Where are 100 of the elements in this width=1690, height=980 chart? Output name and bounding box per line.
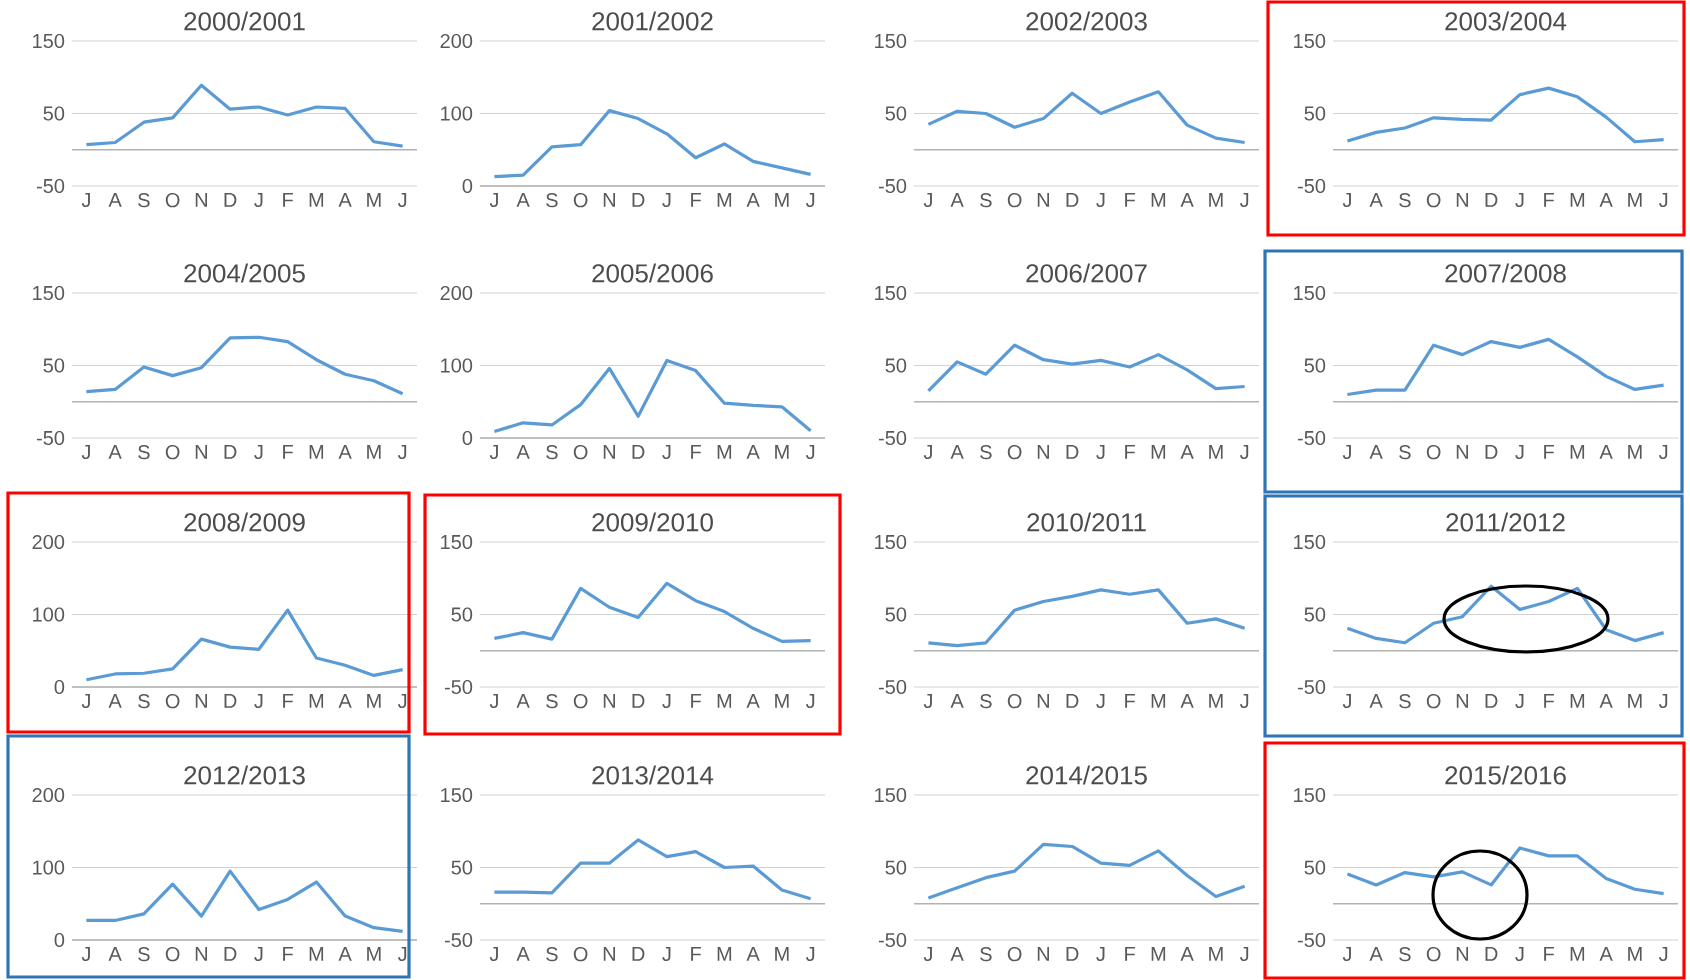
chart-title: 2000/2001 [184, 11, 305, 31]
y-tick-label: -50 [36, 178, 65, 194]
y-tick-label: 50 [43, 358, 65, 373]
y-tick-label: -50 [878, 932, 907, 948]
y-tick-label: 100 [441, 106, 473, 121]
x-tick-label: A [516, 947, 530, 961]
x-tick-label: J [662, 694, 671, 709]
y-tick-label: 50 [1304, 607, 1326, 622]
y-tick-label: 0 [462, 178, 473, 194]
x-tick-label: J [1658, 193, 1668, 208]
x-tick-label: J [923, 445, 932, 460]
line-series [926, 588, 1247, 648]
x-tick-label: N [1456, 193, 1468, 207]
x-tick-label: J [805, 947, 815, 962]
y-tick-label: 200 [32, 787, 65, 803]
x-tick-label: O [1007, 947, 1022, 962]
x-tick-label: S [980, 694, 992, 709]
chart-title: 2004/2005 [184, 263, 305, 283]
x-tick-label: A [950, 193, 964, 207]
x-tick-label: S [980, 445, 992, 460]
y-tick-label: 150 [1294, 787, 1326, 803]
x-tick-label: O [573, 445, 588, 460]
x-tick-label: J [1239, 445, 1249, 460]
x-tick-label: F [1544, 694, 1554, 708]
line-series [1345, 846, 1666, 896]
x-tick-label: M [1151, 694, 1166, 708]
x-tick-label: J [397, 694, 407, 709]
x-tick-label: J [662, 947, 671, 962]
x-tick-label: J [489, 445, 498, 460]
x-tick-label: A [338, 694, 352, 708]
x-tick-label: S [138, 193, 150, 208]
x-tick-label: J [1515, 193, 1524, 208]
x-tick-label: M [775, 193, 789, 207]
x-tick-label: F [1544, 193, 1554, 207]
x-tick-label: A [516, 694, 530, 708]
x-tick-label: A [1180, 947, 1194, 961]
x-tick-label: D [224, 694, 237, 708]
x-tick-label: J [81, 947, 90, 962]
y-tick-label: -50 [1297, 430, 1326, 446]
x-tick-label: F [1544, 947, 1554, 961]
x-tick-label: J [1239, 694, 1249, 709]
x-tick-label: A [1369, 193, 1383, 207]
x-tick-label: O [1426, 193, 1441, 208]
x-tick-label: J [923, 694, 932, 709]
x-tick-label: F [1125, 445, 1135, 459]
x-tick-label: A [1599, 193, 1613, 207]
y-tick-label: 50 [1304, 358, 1326, 373]
x-tick-label: J [254, 193, 263, 208]
x-tick-label: J [1515, 445, 1524, 460]
line-series [492, 838, 813, 901]
x-tick-label: A [338, 947, 352, 961]
x-tick-label: M [1209, 947, 1223, 961]
x-tick-label: J [1658, 947, 1668, 962]
x-tick-label: M [1628, 694, 1642, 708]
x-tick-label: M [1151, 445, 1166, 459]
x-tick-label: M [1628, 947, 1642, 961]
x-tick-label: M [309, 193, 324, 207]
y-tick-label: 100 [441, 358, 473, 373]
x-tick-label: O [573, 694, 588, 709]
x-tick-label: N [603, 193, 615, 207]
y-tick-label: 150 [441, 787, 473, 803]
x-tick-label: F [1125, 947, 1135, 961]
x-tick-label: J [1515, 694, 1524, 709]
x-tick-label: J [1239, 193, 1249, 208]
x-tick-label: J [489, 193, 498, 208]
y-tick-label: 150 [1294, 534, 1326, 550]
x-tick-label: J [1239, 947, 1249, 962]
chart-title: 2013/2014 [592, 765, 714, 785]
x-tick-label: J [1096, 193, 1105, 208]
x-tick-label: M [775, 445, 789, 459]
y-tick-label: 0 [462, 430, 473, 446]
x-tick-label: M [309, 947, 324, 961]
x-tick-label: M [1570, 694, 1585, 708]
y-tick-label: 50 [885, 358, 907, 373]
x-tick-label: A [746, 694, 760, 708]
x-tick-label: J [1658, 445, 1668, 460]
x-tick-label: J [1342, 193, 1351, 208]
x-tick-label: D [1485, 947, 1498, 961]
line-series [492, 109, 813, 179]
y-tick-label: 150 [875, 285, 907, 301]
x-tick-label: F [691, 193, 701, 207]
x-tick-label: J [81, 193, 90, 208]
x-tick-label: M [367, 193, 381, 207]
x-tick-label: M [717, 445, 732, 459]
y-tick-label: 150 [875, 787, 907, 803]
x-tick-label: O [573, 947, 588, 962]
y-tick-label: -50 [444, 932, 473, 948]
x-tick-label: J [1342, 445, 1351, 460]
x-tick-label: N [1456, 947, 1468, 961]
y-tick-label: -50 [36, 430, 65, 446]
x-tick-label: D [632, 445, 645, 459]
x-tick-label: S [546, 193, 558, 208]
x-tick-label: A [1599, 445, 1613, 459]
x-tick-label: J [254, 694, 263, 709]
x-tick-label: A [746, 445, 760, 459]
x-tick-label: N [1456, 445, 1468, 459]
x-tick-label: O [165, 193, 180, 208]
x-tick-label: S [546, 694, 558, 709]
y-tick-label: 150 [1294, 33, 1326, 49]
x-tick-label: A [108, 193, 122, 207]
